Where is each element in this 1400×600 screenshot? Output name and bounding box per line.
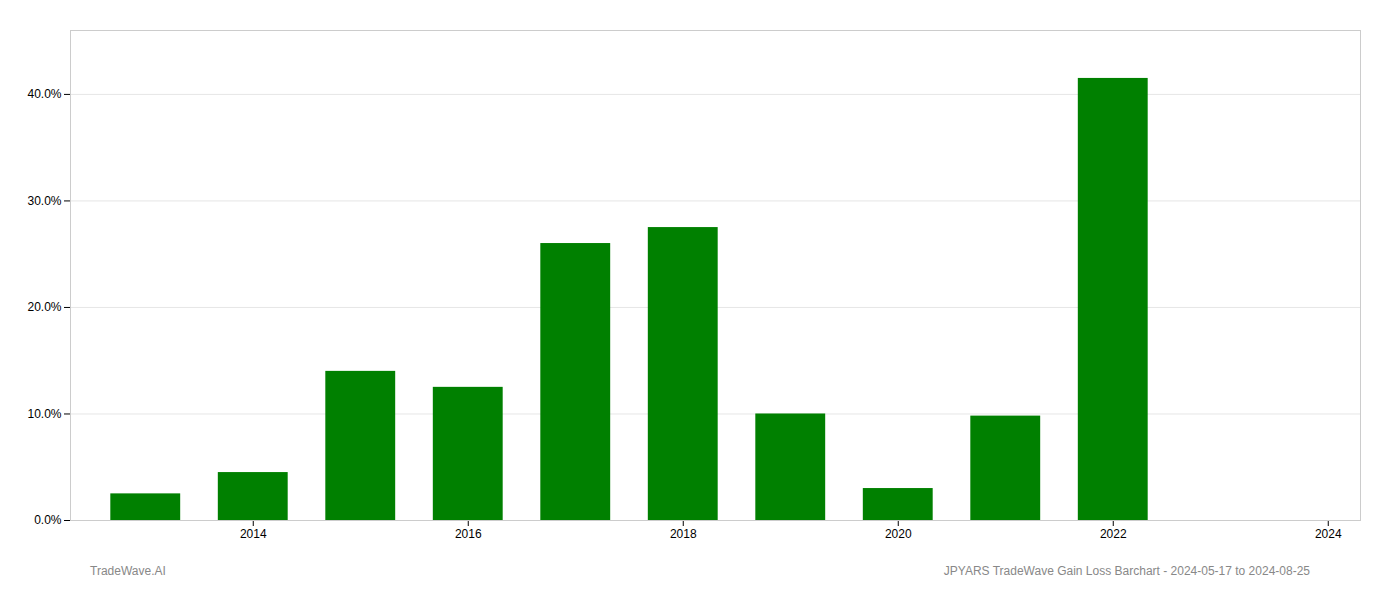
svg-text:2022: 2022 bbox=[1100, 527, 1127, 541]
svg-text:40.0%: 40.0% bbox=[27, 87, 61, 101]
svg-text:2020: 2020 bbox=[885, 527, 912, 541]
svg-text:30.0%: 30.0% bbox=[27, 194, 61, 208]
svg-text:2024: 2024 bbox=[1315, 527, 1342, 541]
svg-text:20.0%: 20.0% bbox=[27, 300, 61, 314]
svg-text:2018: 2018 bbox=[670, 527, 697, 541]
html-text:JPYARS TradeWave Gain Loss Bar: JPYARS TradeWave Gain Loss Barchart - 20… bbox=[943, 564, 1310, 578]
svg-text:10.0%: 10.0% bbox=[27, 407, 61, 421]
svg-text:2014: 2014 bbox=[240, 527, 267, 541]
svg-text:2016: 2016 bbox=[455, 527, 482, 541]
svg-text:0.0%: 0.0% bbox=[34, 513, 62, 527]
html-text:TradeWave.AI: TradeWave.AI bbox=[90, 564, 166, 578]
